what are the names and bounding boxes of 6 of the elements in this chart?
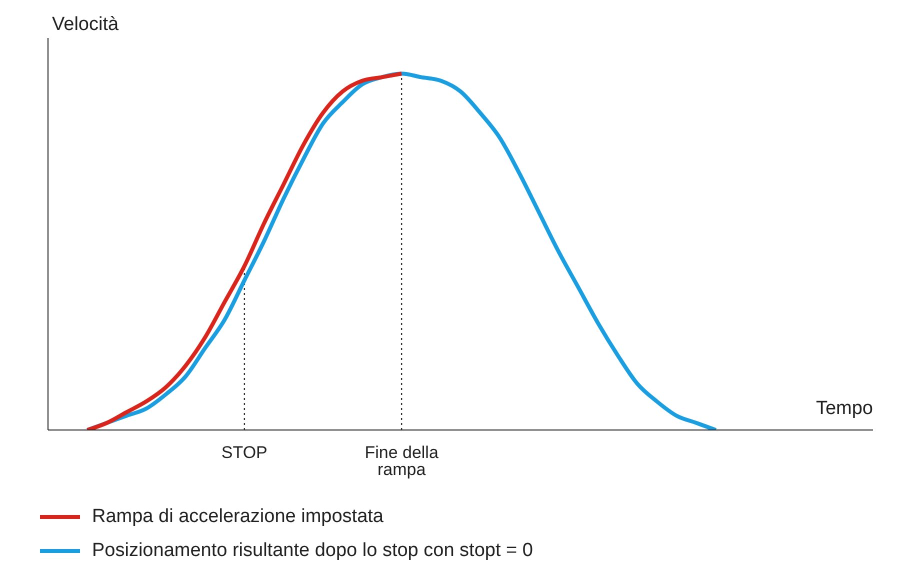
x-axis-title: Tempo: [816, 398, 873, 420]
legend-label: Rampa di accelerazione impostata: [92, 506, 384, 528]
legend-label: Posizionamento risultante dopo lo stop con stopt = 0: [92, 540, 533, 562]
x-tick-label: Fine della rampa: [364, 443, 439, 480]
y-axis-title: Velocità: [52, 14, 119, 36]
x-tick-label: STOP: [221, 443, 268, 462]
